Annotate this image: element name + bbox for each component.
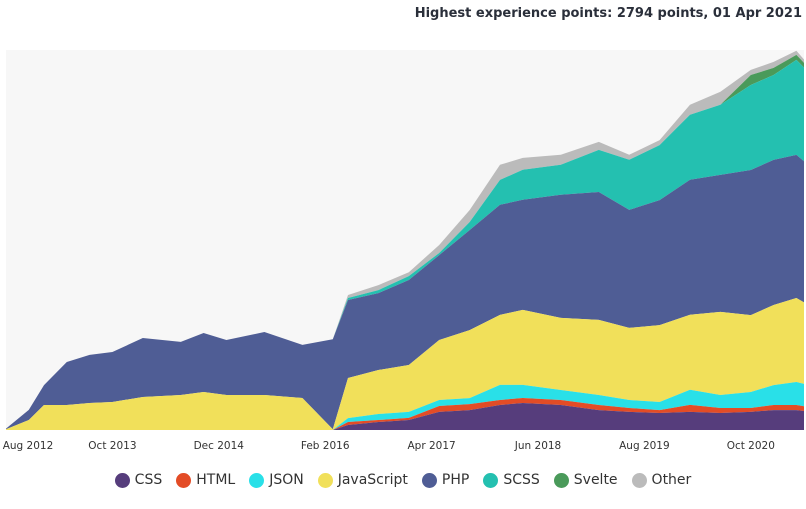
x-tick-label: Feb 2016: [301, 440, 350, 452]
chart-title: Highest experience points: 2794 points, …: [414, 6, 802, 21]
legend-label: PHP: [441, 472, 470, 488]
legend-label: JSON: [269, 472, 304, 488]
legend-item-javascript[interactable]: JavaScript: [317, 472, 408, 488]
area-javascript: [6, 298, 804, 430]
legend-item-other[interactable]: Other: [631, 472, 692, 488]
legend-marker: [249, 472, 265, 488]
legend-marker: [631, 472, 647, 488]
legend-item-svelte[interactable]: Svelte: [553, 472, 618, 488]
stacked-area-chart: Aug 2012 Oct 2013 Dec 2014 Feb 2016 Apr 2017…: [3, 50, 804, 452]
area-css: [6, 403, 804, 430]
legend-label: SCSS: [503, 472, 540, 488]
legend-label: CSS: [134, 472, 163, 488]
area-json: [6, 382, 804, 430]
legend-item-css[interactable]: CSS: [114, 472, 163, 488]
legend-item-html[interactable]: HTML: [176, 472, 235, 488]
legend-marker: [317, 472, 333, 488]
legend-marker: [176, 472, 192, 488]
legend-label: HTML: [196, 472, 236, 488]
legend-label: Other: [651, 472, 692, 488]
legend-marker: [553, 472, 569, 488]
x-tick-label: Jun 2018: [514, 440, 561, 452]
area-scss: [6, 59, 804, 429]
x-tick-label: Dec 2014: [194, 440, 245, 452]
legend-marker: [114, 472, 130, 488]
legend-item-scss[interactable]: SCSS: [483, 472, 540, 488]
area-php: [6, 154, 804, 430]
area-html: [6, 398, 804, 430]
x-tick-label: Aug 2012: [3, 440, 54, 452]
legend: CSS HTML JSON JavaScript PHP SCSS Svelte Other: [0, 472, 806, 488]
x-tick-label: Oct 2020: [727, 440, 775, 452]
legend-item-json[interactable]: JSON: [249, 472, 304, 488]
legend-label: Svelte: [573, 472, 618, 488]
legend-marker: [421, 472, 437, 488]
legend-label: JavaScript: [337, 472, 408, 488]
legend-marker: [483, 472, 499, 488]
area-other: [6, 50, 804, 429]
x-tick-label: Apr 2017: [407, 440, 455, 452]
x-tick-label: Oct 2013: [88, 440, 136, 452]
legend-item-php[interactable]: PHP: [421, 472, 470, 488]
x-tick-label: Aug 2019: [619, 440, 670, 452]
